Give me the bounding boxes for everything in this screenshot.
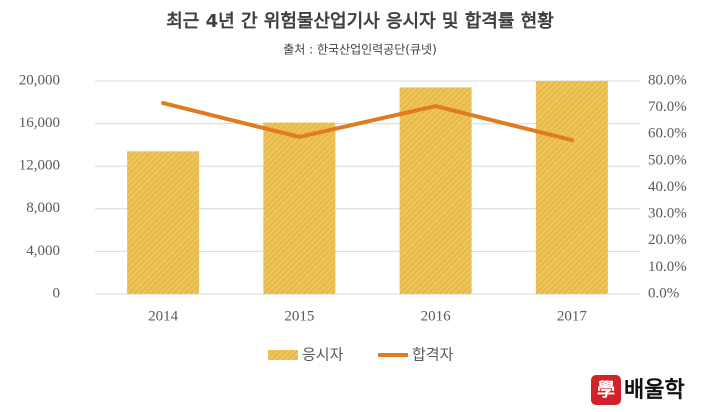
y-tick-label: 0 — [53, 285, 61, 301]
y2-tick-label: 10.0% — [648, 259, 687, 275]
legend-label: 합격자 — [412, 346, 454, 364]
legend-swatch — [268, 350, 298, 360]
chart-subtitle: 출처 : 한국산업인력공단(큐넷) — [283, 43, 437, 57]
x-tick-label: 2015 — [284, 308, 314, 324]
y2-tick-label: 40.0% — [648, 179, 687, 195]
bar — [127, 151, 200, 294]
y-tick-label: 12,000 — [19, 158, 60, 174]
logo-icon-bg — [591, 375, 621, 405]
line-series — [161, 101, 574, 143]
x-tick-label: 2014 — [148, 308, 179, 324]
y2-tick-label: 30.0% — [648, 206, 687, 222]
chart-title: 최근 4년 간 위험물산업기사 응시자 및 합격률 현황 — [166, 10, 554, 32]
x-tick-label: 2017 — [557, 308, 588, 324]
y2-tick-label: 80.0% — [648, 72, 687, 88]
y-tick-label: 20,000 — [19, 72, 60, 88]
y-tick-label: 16,000 — [19, 115, 60, 131]
bar — [263, 122, 336, 294]
y2-tick-label: 70.0% — [648, 99, 687, 115]
x-tick-label: 2016 — [421, 308, 452, 324]
y2-tick-label: 60.0% — [648, 126, 687, 142]
y2-tick-label: 20.0% — [648, 232, 687, 248]
bar — [535, 81, 608, 294]
y-tick-label: 4,000 — [26, 243, 60, 259]
legend-label: 응시자 — [302, 346, 344, 364]
y2-tick-label: 0.0% — [648, 285, 679, 301]
y2-tick-label: 50.0% — [648, 152, 687, 168]
logo-icon: 學 — [597, 380, 615, 401]
logo-text: 배울학 — [624, 378, 685, 403]
y-tick-label: 8,000 — [26, 200, 60, 216]
bar — [399, 87, 472, 294]
